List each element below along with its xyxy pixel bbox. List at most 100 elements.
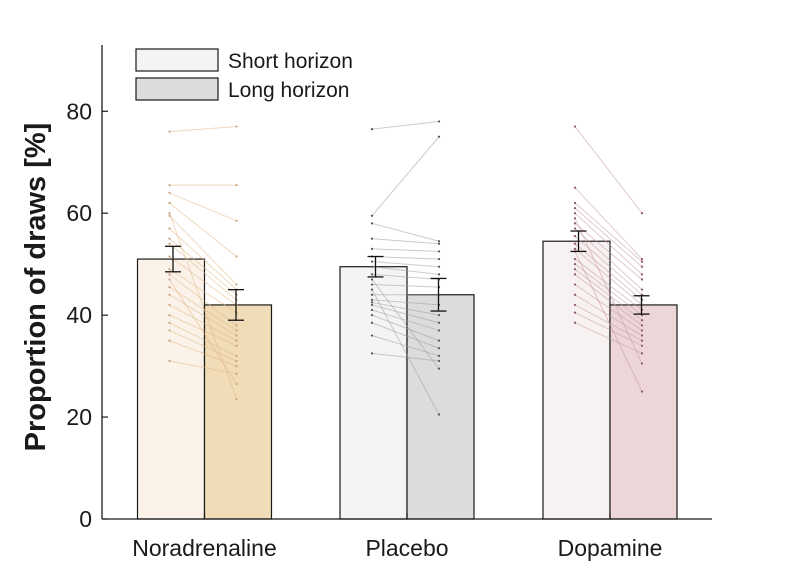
subject-point [573,311,577,314]
subject-line [169,314,237,347]
subject-line [371,314,440,342]
subject-point [235,339,238,342]
subject-point [370,260,374,263]
x-tick-label: Noradrenaline [132,535,276,561]
subject-point [573,201,577,205]
subject-line [371,284,440,288]
subject-line [169,279,237,385]
subject-point [168,359,171,363]
subject-point [640,319,644,322]
legend-swatch [135,77,219,101]
subject-point [235,364,238,368]
subject-point [235,354,238,358]
subject-point [640,260,644,263]
subject-point [370,301,374,304]
subject-line [169,329,237,362]
subject-point [235,184,238,187]
subject-line [574,126,643,214]
x-tick-label: Placebo [365,535,448,561]
legend: Short horizon Long horizon [135,48,353,102]
subject-line [371,238,440,245]
subject-line [371,120,440,130]
subject-point [437,329,441,332]
subject-line [371,273,440,280]
subject-point [437,413,441,416]
subject-line [574,273,643,326]
subject-point [168,339,171,342]
subject-point [370,222,374,225]
subject-point [437,321,441,324]
subject-point [235,125,238,128]
subject-point [235,329,238,332]
subject-point [168,293,171,296]
subject-point [168,242,171,245]
subject-line [574,202,643,262]
subject-point [168,303,171,307]
bar-short-placebo [339,266,408,520]
bar-short-noradrenaline [136,258,206,520]
subject-line [574,223,643,280]
subject-line [169,294,237,336]
subject-point [640,390,644,393]
subject-point [437,273,441,276]
subject-line [371,222,440,242]
subject-line [169,202,237,257]
subject-point [640,212,644,215]
subject-point [235,334,238,337]
subject-point [573,263,577,266]
subject-point [573,206,577,210]
y-tick-label: 60 [66,200,92,226]
subject-point [573,283,577,286]
subject-line [371,136,440,217]
subject-point [235,324,238,327]
subject-point [573,242,577,245]
subject-point [168,130,171,133]
subject-point [235,398,238,401]
subject-point [437,265,441,268]
subject-point [437,347,441,350]
subject-point [370,265,374,268]
subject-point [168,191,171,194]
subject-point [235,359,238,363]
subject-line [371,266,440,275]
subject-point [235,344,238,347]
subject-point [437,367,441,370]
subject-line [574,304,643,342]
y-tick-label: 80 [66,98,92,124]
subject-point [370,314,374,317]
subject-point [168,227,171,230]
subject-point [573,186,577,189]
error-bars-layer [165,230,650,321]
subject-point [437,257,441,261]
subject-line [169,256,237,306]
subject-point [640,352,644,355]
subject-point [370,298,374,301]
subject-line [371,289,440,415]
subject-point [168,285,171,289]
subject-point [437,339,441,342]
subject-point [370,288,374,291]
subject-line [574,258,643,311]
subject-line [574,207,643,268]
subject-point [640,265,644,268]
subject-line [169,268,237,314]
subject-line [169,238,237,296]
subject-line [574,263,643,316]
x-tick-label: Dopamine [558,535,663,561]
subject-point [370,283,374,286]
y-tick-label: 40 [66,302,92,328]
subject-line [371,322,440,349]
subject-line [574,251,643,392]
legend-label: Long horizon [228,79,349,102]
legend-swatch [135,48,219,72]
subject-point [437,135,441,138]
subject-line [371,299,440,306]
subject-line [574,212,643,275]
axes-layer: 0 20 40 60 80 Noradrenaline Placebo Dopamine [66,45,712,561]
subject-point [640,362,644,365]
subject-line [169,228,237,291]
subject-point [640,329,644,332]
subject-point [640,278,644,281]
subject-line [371,304,440,324]
